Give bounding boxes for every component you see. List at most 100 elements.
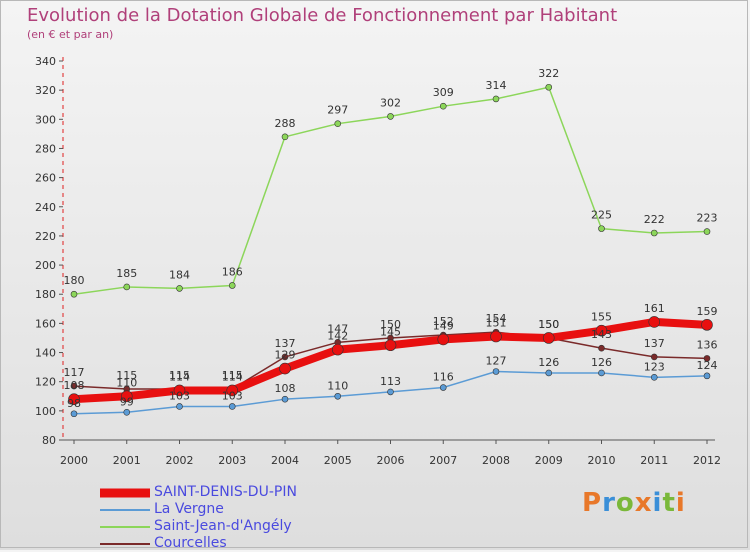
proxiti-logo: Proxiti	[582, 488, 686, 518]
data-label: 126	[591, 356, 612, 369]
legend-item: Saint-Jean-d'Angély	[100, 518, 297, 535]
data-label: 110	[116, 376, 137, 389]
data-label: 322	[538, 67, 559, 80]
data-label: 152	[433, 315, 454, 328]
data-label: 155	[591, 311, 612, 324]
legend-item: Courcelles	[100, 535, 297, 552]
data-label: 136	[697, 338, 718, 351]
data-point	[70, 410, 78, 418]
data-point	[492, 368, 500, 375]
y-tick-label: 80	[42, 434, 56, 447]
legend-item: La Vergne	[100, 501, 297, 518]
data-label: 126	[538, 356, 559, 369]
data-label: 150	[380, 318, 401, 331]
data-label: 98	[67, 397, 81, 410]
data-point	[281, 133, 289, 141]
data-point	[334, 392, 342, 400]
data-label: 115	[116, 369, 137, 382]
data-label: 297	[327, 104, 348, 117]
data-label: 147	[327, 322, 348, 335]
data-point	[650, 229, 658, 237]
legend-label: SAINT-DENIS-DU-PIN	[154, 484, 297, 500]
data-label: 142	[327, 330, 348, 343]
data-point	[279, 362, 291, 375]
data-point	[120, 390, 133, 403]
legend-swatch	[100, 542, 150, 545]
data-label: 103	[222, 389, 243, 402]
data-point	[439, 102, 447, 110]
data-label: 114	[222, 370, 243, 383]
y-tick-label: 300	[35, 113, 56, 126]
y-tick-label: 160	[35, 317, 56, 330]
y-tick-label: 240	[35, 201, 56, 214]
data-point	[598, 225, 605, 232]
data-label: 225	[591, 209, 612, 222]
data-point	[701, 319, 713, 331]
data-label: 108	[64, 379, 85, 392]
data-label: 113	[380, 375, 401, 388]
legend: SAINT-DENIS-DU-PIN La Vergne Saint-Jean-…	[100, 484, 297, 552]
data-point	[123, 283, 131, 291]
y-tick-label: 280	[35, 142, 56, 155]
x-tick-label: 2000	[60, 454, 88, 467]
data-point	[595, 324, 608, 337]
data-label: 129	[275, 349, 296, 362]
y-tick-label: 260	[35, 172, 56, 185]
data-point	[281, 395, 289, 403]
legend-label: La Vergne	[154, 501, 224, 517]
data-point	[439, 384, 447, 391]
data-label: 161	[644, 302, 665, 315]
x-tick-label: 2002	[166, 454, 194, 467]
data-point	[228, 282, 236, 289]
data-point	[650, 374, 658, 381]
x-tick-label: 2008	[482, 454, 510, 467]
y-tick-label: 340	[35, 55, 56, 68]
data-label: 223	[697, 212, 718, 225]
data-point	[226, 384, 239, 397]
x-tick-label: 2003	[218, 454, 246, 467]
data-point	[437, 333, 450, 346]
data-point	[68, 393, 80, 405]
data-point	[176, 403, 183, 410]
x-tick-label: 2007	[429, 454, 457, 467]
y-tick-label: 140	[35, 347, 56, 360]
data-label: 185	[116, 267, 137, 280]
data-label: 154	[486, 312, 507, 325]
data-label: 159	[697, 305, 718, 318]
data-label: 184	[169, 268, 190, 281]
data-point	[598, 369, 605, 377]
data-point	[123, 409, 131, 416]
data-label: 150	[538, 318, 559, 331]
data-point	[545, 369, 553, 377]
data-point	[703, 372, 711, 380]
data-label: 115	[222, 369, 243, 382]
data-label: 117	[64, 366, 85, 379]
legend-label: Courcelles	[154, 535, 227, 551]
data-point	[70, 290, 78, 298]
data-label: 222	[644, 213, 665, 226]
data-label: 108	[275, 382, 296, 395]
data-label: 127	[486, 354, 507, 367]
y-tick-label: 200	[35, 259, 56, 272]
data-point	[545, 83, 553, 91]
x-tick-label: 2009	[535, 454, 563, 467]
data-point	[384, 339, 397, 352]
data-label: 137	[644, 337, 665, 350]
data-point	[387, 388, 394, 396]
x-tick-label: 2006	[377, 454, 405, 467]
data-label: 137	[275, 337, 296, 350]
data-label: 114	[169, 370, 190, 383]
chart-title: Evolution de la Dotation Globale de Fonc…	[27, 5, 618, 26]
legend-swatch	[100, 488, 150, 497]
data-label: 180	[64, 274, 85, 287]
y-tick-label: 120	[35, 376, 56, 389]
data-label: 186	[222, 265, 243, 278]
data-point	[387, 113, 394, 120]
data-point	[281, 353, 289, 361]
x-tick-label: 2001	[113, 454, 141, 467]
data-label: 110	[327, 379, 348, 392]
data-point	[490, 330, 502, 343]
data-label: 309	[433, 86, 454, 99]
